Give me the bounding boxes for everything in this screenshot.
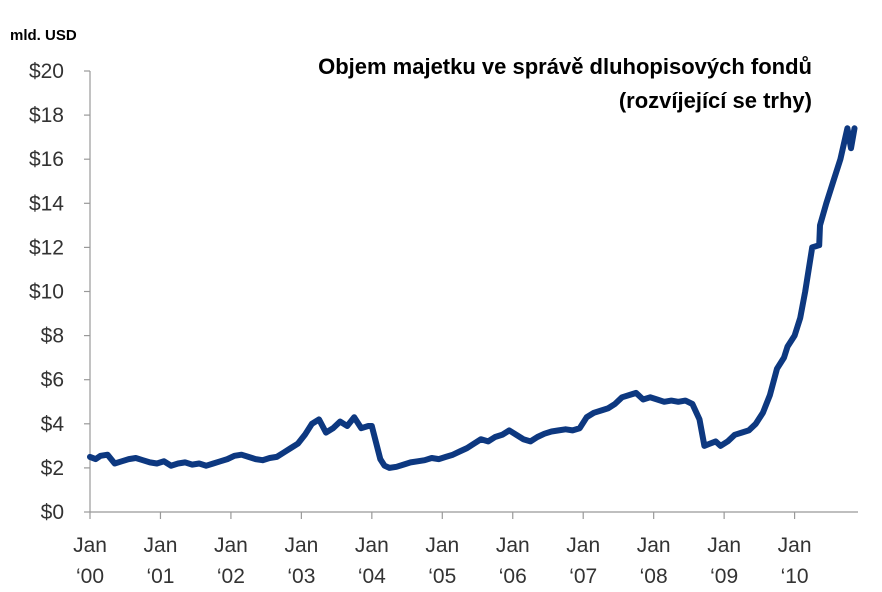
x-tick-label-month: Jan (778, 534, 812, 557)
y-axis: $0 $2 $4 $6 $8 $10 $12 $14 $16 $18 $20 (29, 60, 91, 524)
x-tick-label-year: ‘05 (428, 565, 456, 588)
x-tick-label-year: ‘06 (499, 565, 527, 588)
y-tick-label: $18 (29, 104, 64, 127)
y-tick-label: $14 (29, 192, 64, 215)
x-tick-label-year: ‘00 (76, 565, 104, 588)
y-tick-label: $0 (41, 501, 64, 524)
x-tick-label-month: Jan (425, 534, 459, 557)
y-tick-label: $6 (41, 369, 64, 392)
y-tick-label: $2 (41, 457, 64, 480)
x-tick-label-month: Jan (637, 534, 671, 557)
x-tick-label-year: ‘04 (358, 565, 386, 588)
y-tick-label: $20 (29, 60, 64, 83)
x-axis: Jan ‘00 Jan ‘01 Jan ‘02 Jan ‘03 Jan ‘04 Jan ‘05 Jan ‘… (73, 511, 858, 588)
y-tick-label: $4 (41, 413, 65, 436)
x-tick-label-month: Jan (73, 534, 107, 557)
x-tick-label-month: Jan (214, 534, 248, 557)
x-tick-label-year: ‘08 (640, 565, 668, 588)
y-tick-label: $16 (29, 148, 64, 171)
x-tick-label-year: ‘09 (710, 565, 738, 588)
series-line-0 (87, 125, 858, 471)
x-tick-label-month: Jan (355, 534, 389, 557)
x-tick-label-year: ‘10 (781, 565, 809, 588)
y-tick-label: $12 (29, 236, 64, 259)
chart-title-line-1: Objem majetku ve správě dluhopisových fo… (318, 54, 812, 79)
y-tick-label: $10 (29, 281, 64, 304)
x-tick-label-month: Jan (284, 534, 318, 557)
x-tick-label-year: ‘07 (569, 565, 597, 588)
x-tick-label-month: Jan (496, 534, 530, 557)
unit-label: mld. USD (10, 27, 77, 44)
x-tick-label-year: ‘01 (146, 565, 174, 588)
x-tick-label-month: Jan (707, 534, 741, 557)
x-tick-label-year: ‘02 (217, 565, 245, 588)
y-tick-label: $8 (41, 325, 64, 348)
x-tick-label-month: Jan (144, 534, 178, 557)
x-tick-label-year: ‘03 (287, 565, 315, 588)
x-tick-label-month: Jan (566, 534, 600, 557)
series-layer (87, 125, 858, 471)
chart-title-line-2: (rozvíjející se trhy) (619, 88, 812, 113)
